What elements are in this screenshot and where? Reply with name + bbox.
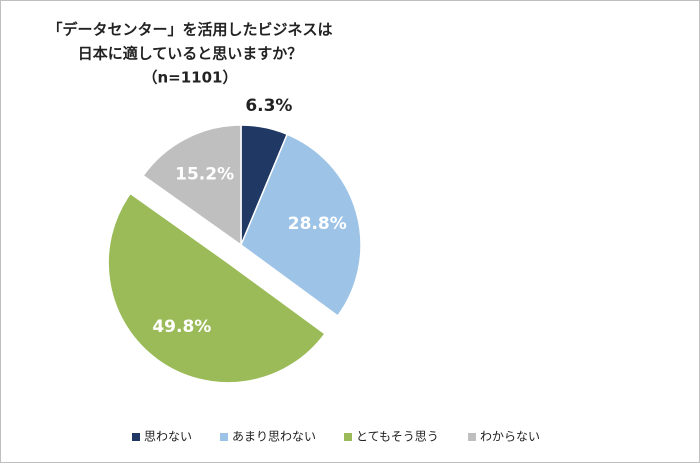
legend-swatch	[344, 433, 352, 441]
chart-subtitle: （n=1101）	[143, 69, 238, 87]
pie-slice	[240, 133, 362, 317]
legend-label: 思わない	[144, 430, 192, 444]
chart-title: 「データセンター」を活用したビジネスは	[47, 21, 332, 39]
pie-slice	[107, 192, 326, 384]
data-label: 15.2%	[175, 165, 234, 185]
data-label: 28.8%	[288, 214, 347, 234]
data-label: 6.3%	[245, 96, 292, 116]
data-label: 49.8%	[152, 317, 211, 337]
legend-label: わからない	[480, 430, 540, 444]
legend-swatch	[132, 433, 140, 441]
legend-swatch	[468, 433, 476, 441]
pie-slice	[142, 124, 242, 247]
legend-label: とてもそう思う	[356, 430, 439, 444]
legend-label: あまり思わない	[232, 430, 316, 444]
legend-swatch	[220, 433, 228, 441]
chart-title: 日本に適していると思いますか？	[78, 45, 303, 63]
